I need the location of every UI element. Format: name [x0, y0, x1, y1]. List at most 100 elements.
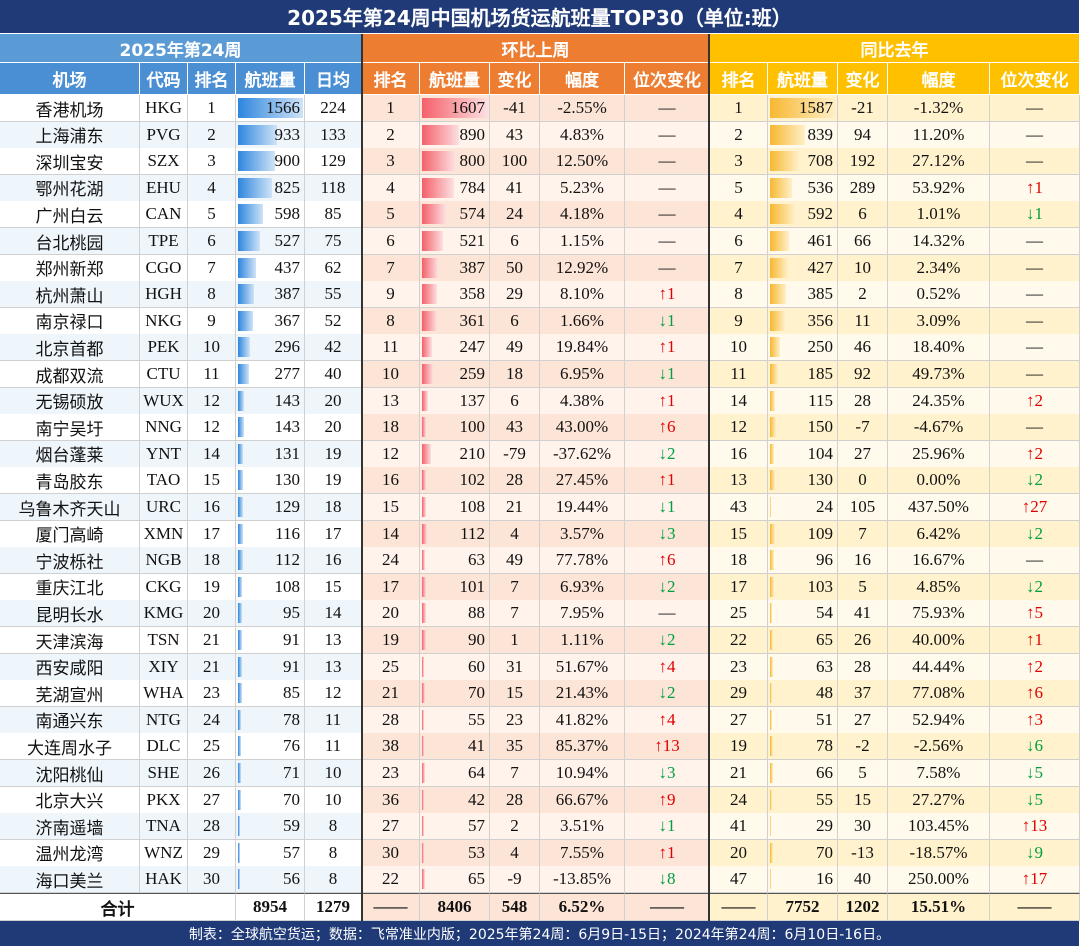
data-bar	[422, 576, 427, 597]
cell-text: —	[658, 151, 676, 171]
cell: 527	[236, 228, 305, 256]
cell: 65	[768, 627, 838, 655]
cell: 100	[420, 414, 490, 442]
cell: 70	[768, 839, 838, 867]
cell-text: —	[1026, 550, 1043, 570]
cell: 5	[838, 573, 888, 601]
data-bar	[238, 124, 277, 145]
cell-text: 12.92%	[555, 257, 609, 277]
data-bar	[238, 364, 250, 385]
cell-text: 20	[324, 417, 342, 437]
cell: 2	[490, 813, 540, 841]
cell-text: -37.62%	[552, 443, 612, 463]
cell: 77.08%	[888, 680, 990, 708]
cell: 12	[188, 414, 236, 442]
cell: 19.44%	[540, 494, 625, 522]
cell: 10	[305, 786, 362, 814]
cell: 8.10%	[540, 281, 625, 309]
cell: 14	[710, 387, 768, 415]
data-bar	[238, 550, 243, 571]
cell-text: 4	[510, 523, 519, 543]
cell-text: 4	[510, 842, 519, 862]
cell-text: 78	[283, 709, 300, 729]
cell-text: 4	[734, 204, 743, 224]
data-bar	[238, 656, 242, 677]
cell-text: 20	[382, 603, 399, 623]
cell-text: 1566	[266, 98, 300, 118]
cell-text: 37	[854, 683, 871, 703]
cell: ↓2	[990, 520, 1080, 548]
cell: 23	[362, 760, 420, 788]
cell: 103.45%	[888, 813, 990, 841]
cell-text: 94	[854, 124, 871, 144]
cell: —	[625, 201, 710, 229]
cell-text: 55	[324, 284, 342, 304]
cell-text: 2	[858, 284, 867, 304]
cell-text: 24	[730, 789, 747, 809]
cell: 100	[490, 148, 540, 176]
cell: 6.95%	[540, 361, 625, 389]
total-cell: 合计	[0, 893, 236, 921]
cell: 104	[768, 440, 838, 468]
cell-text: 30	[854, 816, 871, 836]
cell: ↓1	[625, 813, 710, 841]
cell: 521	[420, 228, 490, 256]
cell: 北京大兴	[0, 786, 140, 814]
cell-text: 16	[854, 550, 871, 570]
cell: 5	[188, 201, 236, 229]
cell: 24	[710, 786, 768, 814]
cell-text: 12	[730, 417, 747, 437]
cell: 8	[362, 307, 420, 335]
cell: 12.92%	[540, 254, 625, 282]
cell: 19	[305, 440, 362, 468]
cell-text: ↑1	[1026, 630, 1043, 650]
cell-text: XMN	[143, 523, 184, 543]
cell: 27.12%	[888, 148, 990, 176]
cell: 91	[236, 653, 305, 681]
total-cell: 8406	[420, 893, 490, 921]
cell-text: -13.85%	[552, 869, 612, 889]
data-bar	[238, 576, 243, 597]
cell-text: ↓2	[658, 683, 676, 703]
data-bar	[770, 390, 775, 411]
cell: —	[625, 95, 710, 123]
cell-text: 18	[382, 417, 399, 437]
cell: 9	[710, 307, 768, 335]
cell: 94	[838, 121, 888, 149]
cell: 11	[710, 361, 768, 389]
cell: ↑1	[990, 627, 1080, 655]
cell-text: 42	[324, 337, 342, 357]
cell-text: 192	[849, 151, 876, 171]
cell: —	[990, 228, 1080, 256]
cell: 15	[362, 494, 420, 522]
cell-text: 5	[207, 204, 216, 224]
cell-text: 27.12%	[912, 151, 965, 171]
cell: ↓2	[625, 627, 710, 655]
data-bar	[238, 842, 241, 863]
cell-text: TSN	[147, 630, 180, 650]
cell: 23	[490, 706, 540, 734]
cell: 1607	[420, 95, 490, 123]
cell: ↑27	[990, 494, 1080, 522]
cell: 51	[768, 706, 838, 734]
cell: 济南遥墙	[0, 813, 140, 841]
data-bar	[238, 337, 251, 358]
cell: 90	[420, 627, 490, 655]
data-bar	[422, 151, 455, 172]
cell: —	[990, 414, 1080, 442]
cell-text: 20	[203, 603, 220, 623]
cell-text: 16	[816, 869, 833, 889]
cell-text: KMG	[143, 603, 184, 623]
data-bar	[422, 443, 431, 464]
data-bar	[770, 257, 788, 278]
cell: 27	[838, 440, 888, 468]
cell-text: 63	[468, 550, 485, 570]
cell: 16	[838, 547, 888, 575]
cell: 鄂州花湖	[0, 174, 140, 202]
cell-text: 66	[854, 231, 871, 251]
cell: CGO	[140, 254, 188, 282]
cell-text: ↑6	[658, 417, 676, 437]
cell-text: ↑17	[1021, 869, 1048, 889]
cell-text: 济南遥墙	[35, 818, 104, 838]
cell-text: 44.44%	[912, 656, 965, 676]
